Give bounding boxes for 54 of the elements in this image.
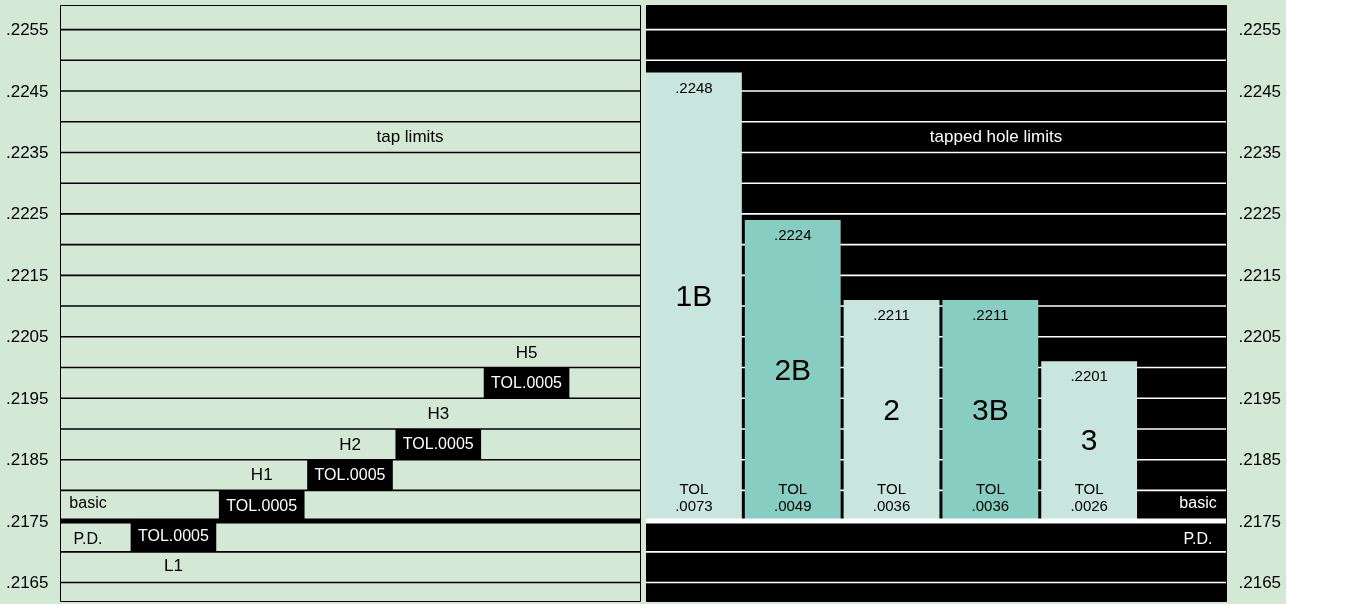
data-label: TOL.0005 [402, 435, 474, 453]
y-tick-label: .2255 [5, 20, 49, 40]
x-tick-label: L1 [163, 555, 183, 575]
annotation: .2224 [773, 226, 812, 244]
y-tick-label: .2255 [1238, 20, 1282, 40]
annotation: tapped hole limits [929, 127, 1063, 146]
y-tick-label: .2175 [5, 511, 49, 531]
data-label: TOL .0026 [1070, 480, 1108, 515]
y-tick-label: .2165 [5, 573, 49, 593]
data-label: TOL .0036 [872, 480, 911, 515]
x-tick-label: H3 [427, 403, 450, 423]
y-tick-label: .2185 [1238, 450, 1282, 470]
data-label: TOL .0049 [773, 480, 812, 515]
y-tick-label: .2205 [1238, 327, 1282, 347]
annotation: .2248 [675, 78, 713, 96]
x-tick-label: H2 [339, 434, 361, 454]
data-label: TOL.0005 [314, 466, 386, 484]
annotation: .2211 [972, 305, 1009, 323]
bar [744, 220, 841, 522]
bar [646, 72, 742, 522]
x-tick-label: 1B [675, 278, 713, 312]
y-tick-label: .2245 [5, 81, 49, 101]
data-label: TOL .0073 [675, 480, 713, 515]
ref-line-label: basic P.D. [1179, 494, 1217, 548]
y-tick-label: .2185 [5, 450, 49, 470]
annotation: .2201 [1070, 367, 1108, 385]
y-tick-label: .2165 [1238, 573, 1282, 593]
y-tick-label: .2205 [5, 327, 49, 347]
y-tick-label: .2195 [1238, 388, 1282, 408]
y-tick-label: .2195 [5, 388, 49, 408]
y-tick-label: .2245 [1238, 81, 1282, 101]
x-tick-label: 3B [971, 392, 1009, 426]
x-tick-label: 2B [774, 352, 812, 386]
y-tick-label: .2225 [5, 204, 49, 224]
data-label: TOL.0005 [226, 496, 298, 514]
x-tick-label: 2 [883, 392, 900, 426]
x-tick-label: H5 [515, 342, 538, 362]
y-tick-label: .2215 [5, 265, 49, 285]
data-label: TOL .0036 [971, 480, 1010, 515]
y-tick-label: .2235 [1238, 142, 1282, 162]
x-tick-label: 3 [1080, 423, 1098, 457]
data-label: TOL.0005 [491, 373, 563, 391]
y-tick-label: .2225 [1238, 204, 1282, 224]
y-tick-label: .2215 [1238, 265, 1282, 285]
bar [843, 299, 940, 522]
data-label: TOL.0005 [138, 527, 209, 545]
y-tick-label: .2235 [5, 142, 49, 162]
y-tick-label: .2175 [1238, 511, 1282, 531]
annotation: .2211 [873, 305, 910, 323]
annotation: tap limits [376, 127, 444, 146]
bar [1041, 361, 1138, 522]
ref-line-label: basic P.D. [69, 494, 107, 548]
bar [942, 299, 1039, 522]
x-tick-label: H1 [250, 465, 273, 485]
